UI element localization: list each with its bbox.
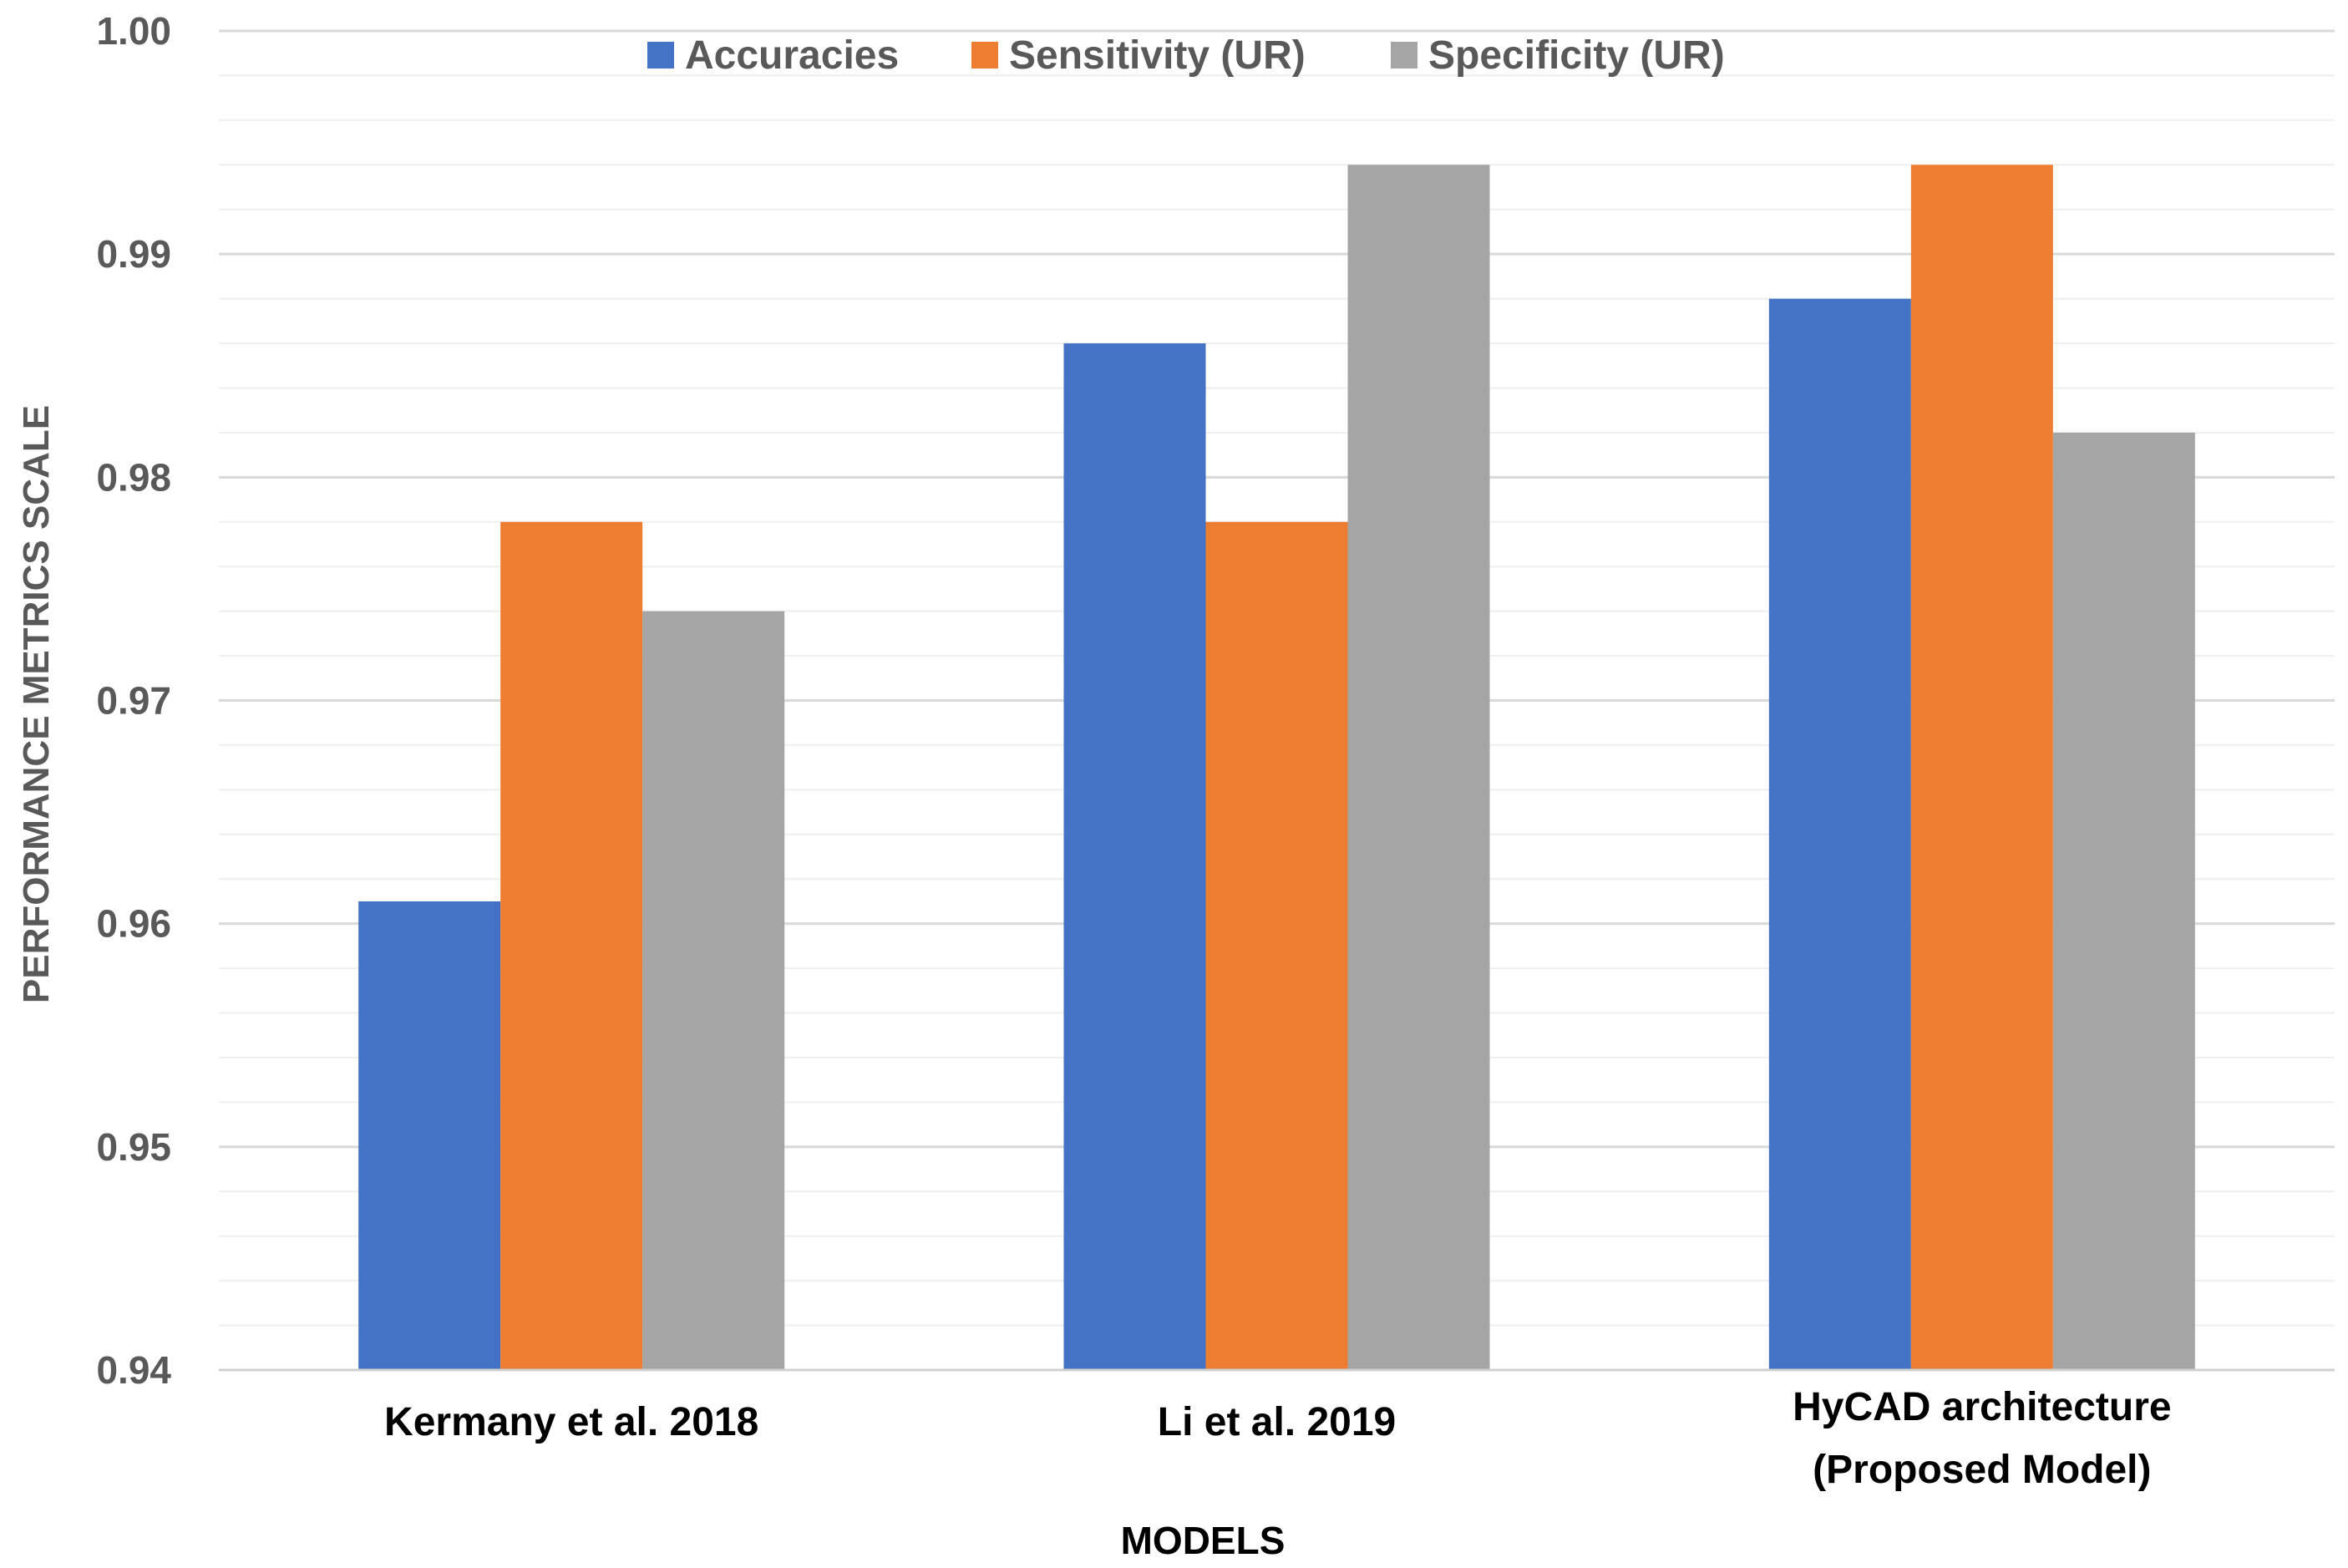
bars bbox=[358, 165, 2195, 1371]
bar bbox=[1205, 521, 1348, 1370]
bar bbox=[358, 901, 501, 1370]
bar bbox=[1910, 165, 2053, 1370]
y-tick-label: 0.94 bbox=[96, 1348, 171, 1392]
legend-label: Sensitivity (UR) bbox=[1009, 33, 1306, 78]
legend-label: Accuracies bbox=[685, 33, 899, 78]
bar bbox=[642, 611, 785, 1370]
bar bbox=[2052, 432, 2195, 1370]
y-tick-label: 0.99 bbox=[96, 232, 171, 276]
legend-label: Specificity (UR) bbox=[1428, 33, 1725, 78]
x-axis-categories: Kermany et al. 2018 Li et al. 2019 HyCAD a… bbox=[384, 1385, 2172, 1492]
legend-swatch bbox=[647, 42, 674, 69]
x-category-label: Kermany et al. 2018 bbox=[384, 1400, 758, 1444]
bar bbox=[1063, 343, 1206, 1370]
y-axis-title: PERFORMANCE METRICS SCALE bbox=[16, 405, 57, 1003]
y-tick-label: 1.00 bbox=[96, 9, 171, 53]
legend-swatch bbox=[1391, 42, 1417, 69]
y-tick-label: 0.96 bbox=[96, 902, 171, 946]
y-tick-label: 0.95 bbox=[96, 1125, 171, 1169]
y-axis-ticks: 0.94 0.95 0.96 0.97 0.98 0.99 1.00 bbox=[96, 9, 171, 1392]
bar bbox=[500, 521, 643, 1370]
x-axis-title: MODELS bbox=[1121, 1519, 1286, 1562]
bar bbox=[1347, 165, 1490, 1370]
y-tick-label: 0.97 bbox=[96, 679, 171, 723]
x-category-label: HyCAD architecture (Proposed Model) bbox=[1793, 1385, 2171, 1492]
legend-swatch bbox=[971, 42, 998, 69]
bar bbox=[1768, 298, 1911, 1371]
y-tick-label: 0.98 bbox=[96, 455, 171, 499]
x-category-label: Li et al. 2019 bbox=[1158, 1400, 1397, 1444]
legend: Accuracies Sensitivity (UR) Specificity (U… bbox=[647, 33, 1725, 78]
